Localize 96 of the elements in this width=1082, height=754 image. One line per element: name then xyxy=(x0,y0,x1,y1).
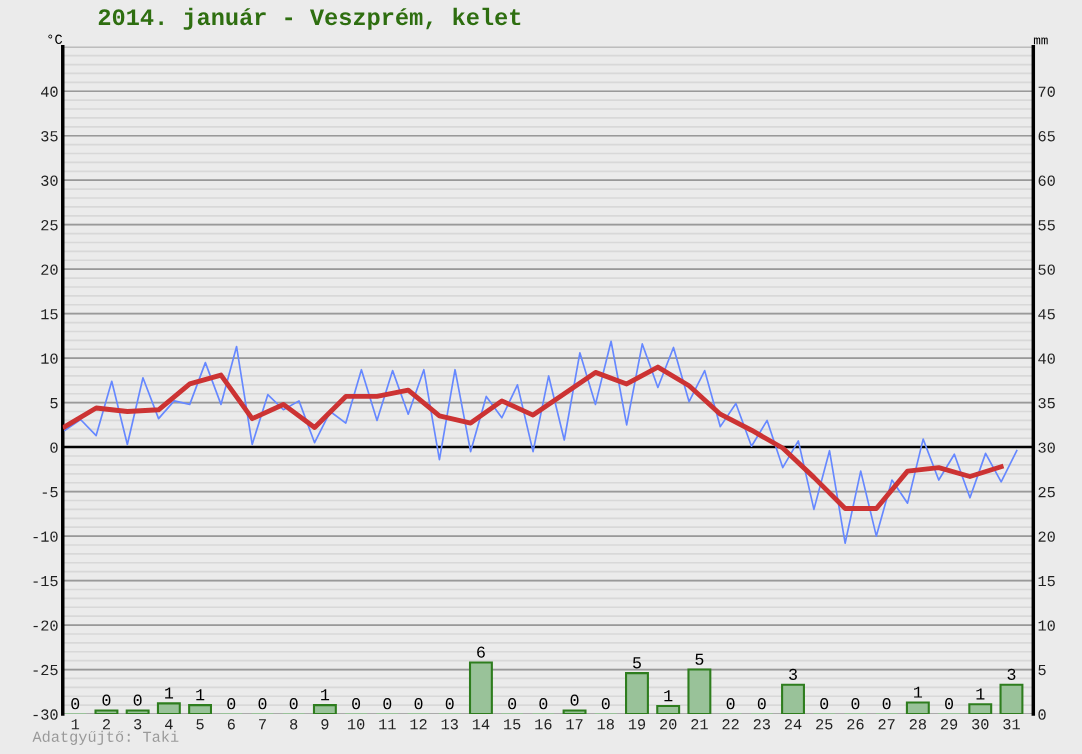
y-tick-label: 5 xyxy=(50,398,58,409)
y-tick-label: 15 xyxy=(41,309,58,320)
data-label: 0 xyxy=(133,694,142,706)
data-label: 1 xyxy=(196,689,205,701)
data-label: 0 xyxy=(539,698,548,710)
y-tick-label: 20 xyxy=(41,264,58,275)
x-tick-label: 26 xyxy=(847,719,864,730)
y2-axis-title: mm xyxy=(1033,37,1048,45)
data-label: 0 xyxy=(882,698,891,710)
y-tick-label: 25 xyxy=(41,220,58,231)
data-label: 0 xyxy=(945,698,954,710)
x-tick-label: 12 xyxy=(410,719,427,730)
data-label: 0 xyxy=(445,698,454,710)
y2-tick-label: 20 xyxy=(1038,531,1055,542)
data-label: 0 xyxy=(508,698,517,710)
data-label: 0 xyxy=(352,698,361,710)
y2-tick-label: 55 xyxy=(1038,220,1055,231)
y-tick-label: -25 xyxy=(33,664,58,676)
data-label: 5 xyxy=(633,657,641,669)
data-label: 1 xyxy=(165,687,174,699)
data-label: 1 xyxy=(321,689,330,701)
data-label: 0 xyxy=(820,698,829,710)
x-tick-label: 18 xyxy=(597,719,614,730)
x-tick-label: 7 xyxy=(259,719,266,730)
x-tick-label: 15 xyxy=(504,719,521,730)
text: Adatgyűjtő: Taki xyxy=(32,730,179,745)
data-label: 0 xyxy=(102,694,111,706)
data-label: 1 xyxy=(664,690,673,702)
data-label: 1 xyxy=(976,688,985,700)
x-tick-label: 20 xyxy=(660,719,677,730)
x-tick-label: 6 xyxy=(227,719,235,730)
y2-tick-label: 35 xyxy=(1038,397,1055,409)
x-tick-label: 11 xyxy=(379,719,396,730)
y2-tick-label: 0 xyxy=(1038,709,1046,720)
y-tick-label: 35 xyxy=(41,131,58,142)
y-axis-title: °C xyxy=(48,34,63,44)
y2-tick-label: 65 xyxy=(1038,131,1055,142)
x-tick-label: 10 xyxy=(348,719,365,730)
x-tick-label: 3 xyxy=(134,719,142,730)
data-label: 0 xyxy=(757,698,766,710)
y2-tick-label: 70 xyxy=(1038,86,1055,97)
y-tick-label: -30 xyxy=(33,709,58,720)
data-label: 0 xyxy=(570,694,579,706)
y2-tick-label: 5 xyxy=(1038,665,1046,676)
y-tick-label: 10 xyxy=(41,353,58,364)
data-label: 0 xyxy=(383,698,392,710)
x-tick-label: 4 xyxy=(165,719,173,730)
x-tick-label: 2 xyxy=(102,719,110,730)
y-tick-label: -5 xyxy=(42,487,58,498)
x-tick-label: 21 xyxy=(691,719,708,730)
x-tick-label: 25 xyxy=(816,719,833,730)
x-tick-label: 5 xyxy=(196,719,204,730)
y2-tick-label: 60 xyxy=(1038,175,1055,186)
x-tick-label: 28 xyxy=(909,719,926,730)
x-tick-label: 14 xyxy=(472,719,490,730)
x-tick-label: 13 xyxy=(441,719,458,730)
y-tick-label: -10 xyxy=(33,531,58,542)
x-tick-label: 17 xyxy=(566,719,583,730)
x-tick-label: 19 xyxy=(628,719,646,730)
x-tick-label: 30 xyxy=(972,719,989,730)
y2-tick-label: 30 xyxy=(1038,442,1055,453)
data-label: 3 xyxy=(789,668,797,680)
data-label: 0 xyxy=(414,698,423,710)
x-tick-label: 9 xyxy=(321,719,329,730)
x-tick-label: 1 xyxy=(71,719,80,730)
y2-tick-label: 40 xyxy=(1038,353,1055,364)
data-label: 0 xyxy=(227,698,236,710)
y-tick-label: 0 xyxy=(50,442,58,453)
x-tick-label: 29 xyxy=(940,719,958,730)
x-tick-label: 22 xyxy=(722,719,739,730)
chart-title: 2014. január - Veszprém, kelet xyxy=(98,7,521,30)
x-tick-label: 27 xyxy=(878,719,895,730)
data-label: 1 xyxy=(914,686,923,698)
x-tick-label: 31 xyxy=(1003,719,1020,730)
data-label: 6 xyxy=(477,646,485,658)
data-label: 3 xyxy=(1007,668,1016,680)
data-label: 0 xyxy=(601,698,610,710)
data-label: 0 xyxy=(71,698,80,710)
y2-tick-label: 15 xyxy=(1038,576,1055,587)
y2-tick-label: 50 xyxy=(1038,264,1055,275)
y-tick-label: -15 xyxy=(33,576,58,587)
x-tick-label: 23 xyxy=(753,719,770,730)
x-tick-label: 16 xyxy=(535,719,552,730)
data-label: 0 xyxy=(851,698,860,710)
data-label: 0 xyxy=(289,698,298,710)
x-tick-label: 24 xyxy=(784,719,802,730)
y2-tick-label: 25 xyxy=(1038,486,1055,498)
data-label: 0 xyxy=(726,698,735,710)
y-tick-label: -20 xyxy=(33,620,58,631)
y-tick-label: 30 xyxy=(41,175,58,186)
y-tick-label: 40 xyxy=(41,86,58,97)
x-tick-label: 8 xyxy=(290,719,298,730)
y2-tick-label: 45 xyxy=(1038,309,1055,320)
y2-tick-label: 10 xyxy=(1038,620,1055,631)
data-label: 5 xyxy=(695,653,704,665)
data-label: 0 xyxy=(258,698,267,710)
